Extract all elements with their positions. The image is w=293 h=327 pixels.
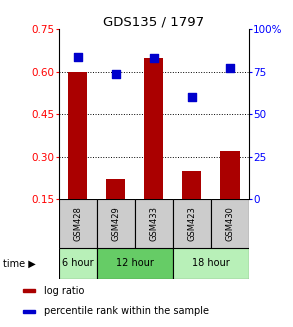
Bar bbox=[23, 310, 35, 313]
Point bbox=[75, 54, 80, 59]
Bar bbox=[173, 248, 249, 279]
Bar bbox=[68, 72, 87, 199]
Title: GDS135 / 1797: GDS135 / 1797 bbox=[103, 15, 205, 28]
Text: GSM433: GSM433 bbox=[149, 206, 158, 241]
Bar bbox=[59, 248, 97, 279]
Text: 18 hour: 18 hour bbox=[192, 258, 230, 268]
Text: GSM428: GSM428 bbox=[73, 206, 82, 241]
Point bbox=[228, 66, 232, 71]
Bar bbox=[106, 180, 125, 199]
Point bbox=[151, 56, 156, 61]
Bar bbox=[173, 199, 211, 248]
Text: 12 hour: 12 hour bbox=[116, 258, 154, 268]
Bar bbox=[23, 289, 35, 292]
Point bbox=[190, 95, 194, 100]
Text: log ratio: log ratio bbox=[44, 286, 84, 296]
Bar bbox=[220, 151, 239, 199]
Text: 6 hour: 6 hour bbox=[62, 258, 93, 268]
Bar bbox=[182, 171, 201, 199]
Point bbox=[113, 71, 118, 76]
Bar bbox=[135, 199, 173, 248]
Text: percentile rank within the sample: percentile rank within the sample bbox=[44, 306, 209, 317]
Text: GSM429: GSM429 bbox=[111, 206, 120, 241]
Bar bbox=[144, 58, 163, 199]
Text: GSM430: GSM430 bbox=[226, 206, 234, 241]
Text: time ▶: time ▶ bbox=[3, 258, 36, 268]
Text: GSM423: GSM423 bbox=[188, 206, 196, 241]
Bar bbox=[59, 199, 97, 248]
Bar bbox=[97, 248, 173, 279]
Bar bbox=[211, 199, 249, 248]
Bar bbox=[97, 199, 135, 248]
